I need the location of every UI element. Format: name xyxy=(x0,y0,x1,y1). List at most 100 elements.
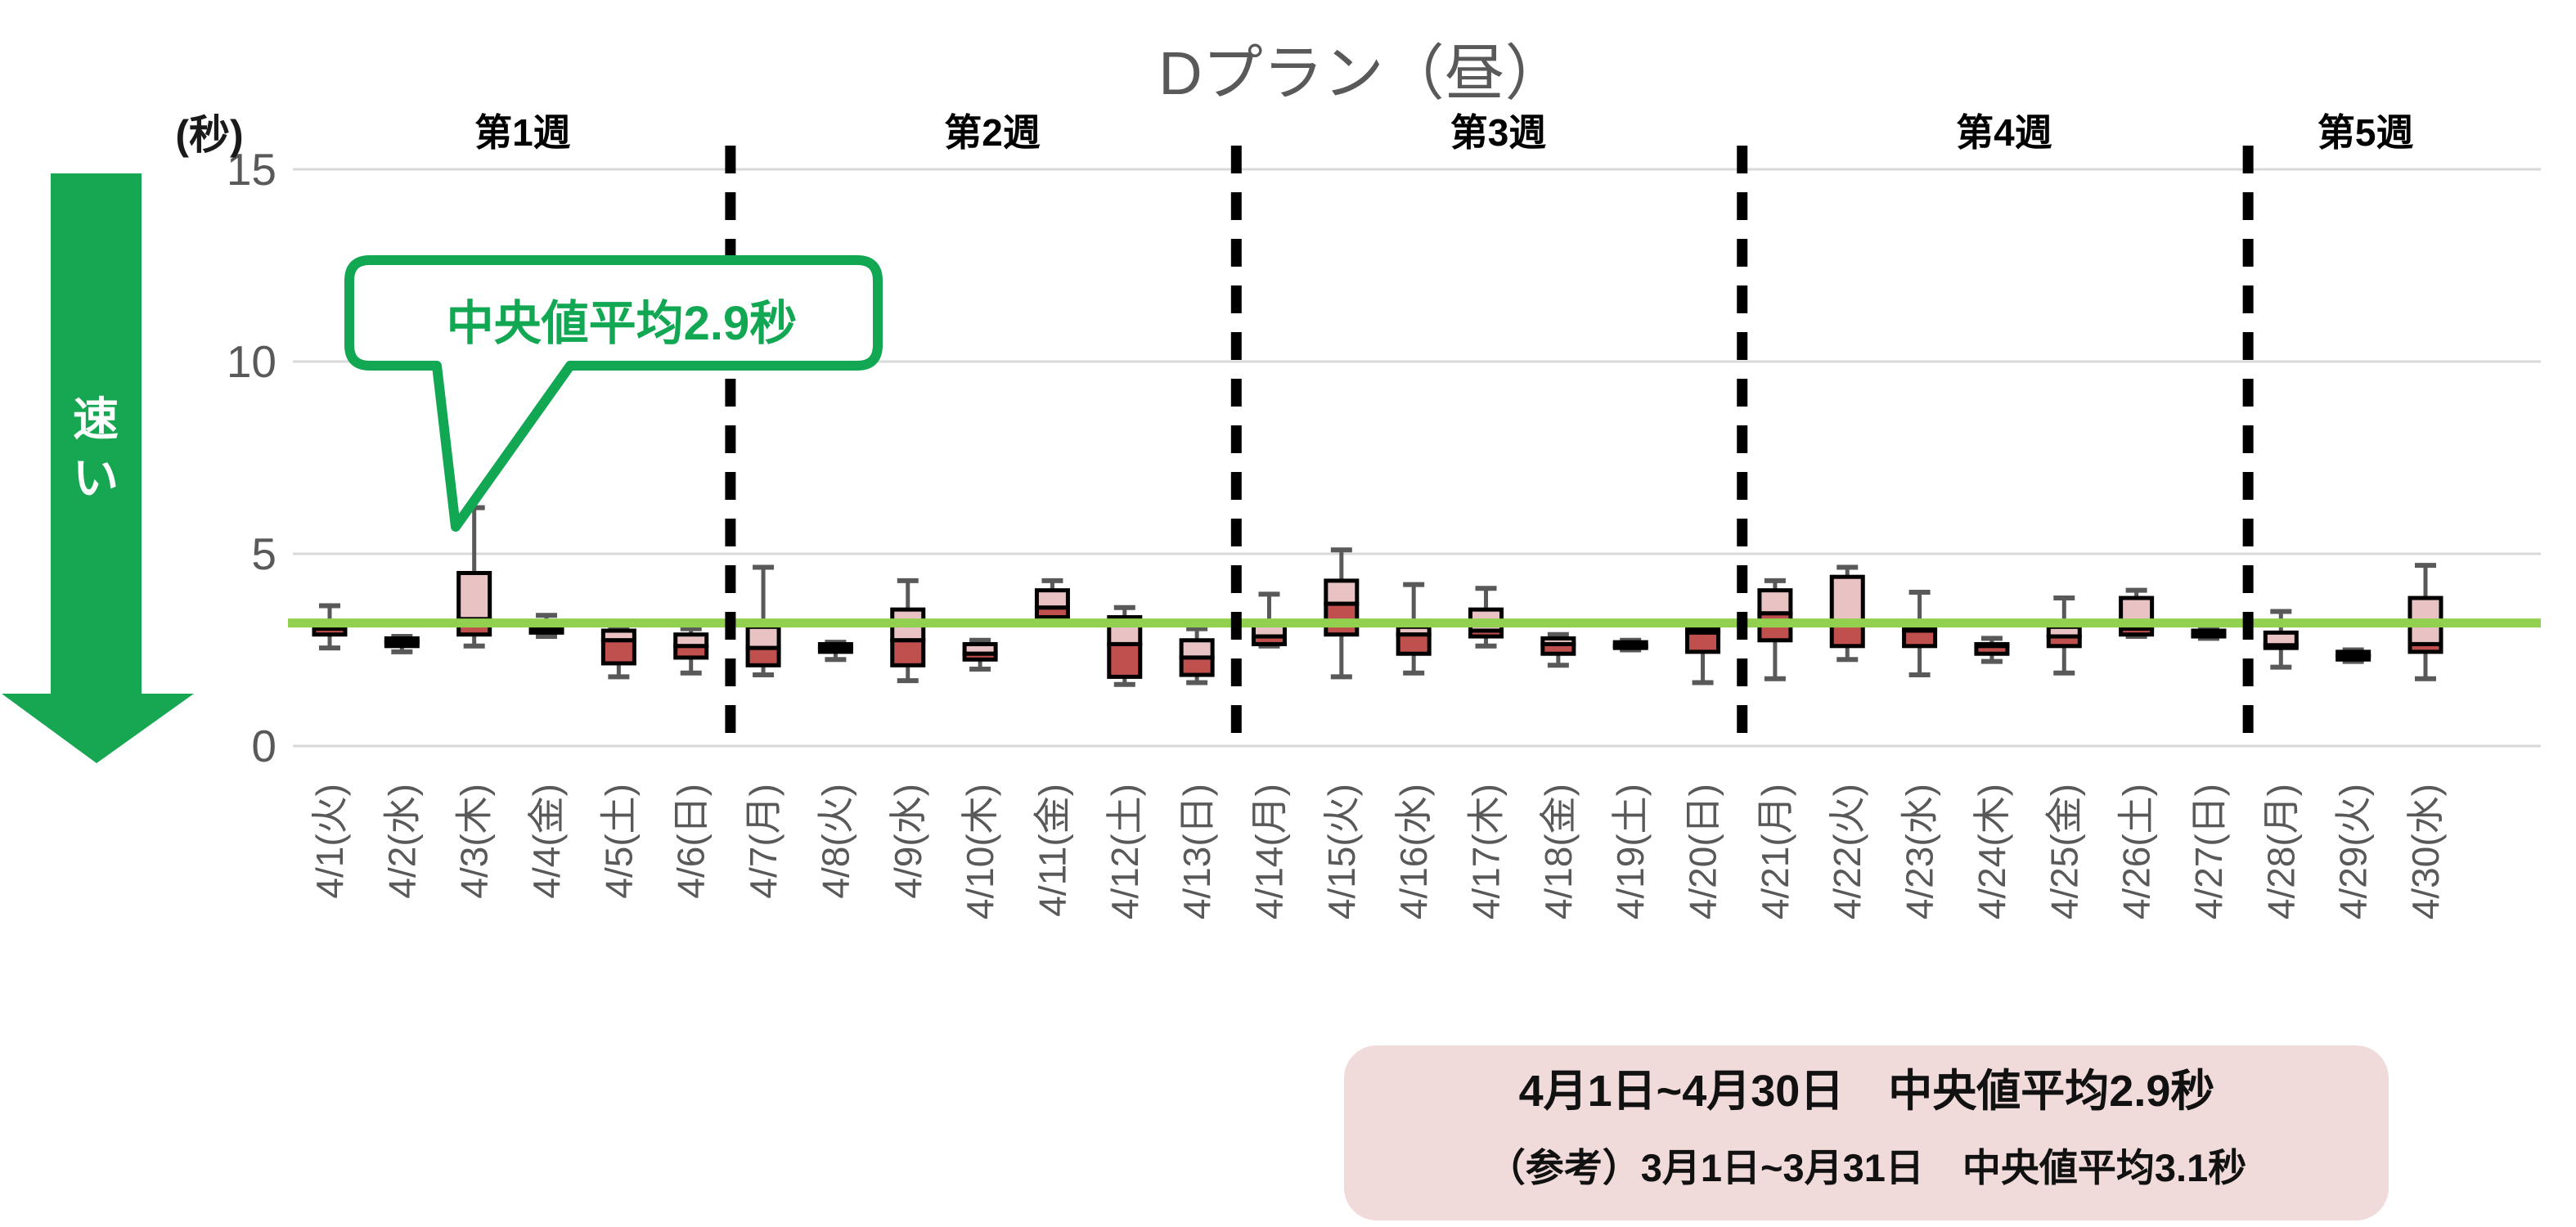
x-axis-label: 4/24(木) xyxy=(1971,784,2013,919)
box-lower-quartile xyxy=(1034,605,1070,620)
box-lower-quartile xyxy=(2335,654,2371,662)
x-axis-label: 4/6(日) xyxy=(670,784,713,899)
x-axis-label: 4/7(月) xyxy=(742,784,784,899)
y-axis-unit: (秒) xyxy=(175,112,243,158)
x-axis-label: 4/12(土) xyxy=(1104,784,1146,919)
box-lower-quartile xyxy=(2119,627,2155,637)
arrow-label-char: 速 xyxy=(73,393,119,445)
box-plot-day xyxy=(1107,605,1143,687)
y-tick-label: 10 xyxy=(227,336,276,387)
x-axis-label: 4/8(火) xyxy=(814,784,856,899)
note-line-1: 4月1日~4月30日 中央値平均2.9秒 xyxy=(1519,1067,2215,1116)
x-axis-labels: 4/1(火) 4/2(水) 4/3(木) 4/4(金) 4/5(土) 4/6(日) 4/7(… xyxy=(308,784,2447,919)
x-axis-label: 4/15(火) xyxy=(1320,784,1363,919)
box-plot-day xyxy=(745,564,781,678)
box-upper-quartile xyxy=(1324,578,1360,606)
box-plot-day xyxy=(1685,624,1721,685)
week-label: 第5週 xyxy=(2318,111,2414,154)
week-label: 第3週 xyxy=(1450,111,1547,154)
x-axis-label: 4/9(水) xyxy=(887,784,929,899)
box-plot-day xyxy=(2046,596,2082,676)
box-plot-day xyxy=(1324,547,1360,680)
box-upper-quartile xyxy=(1829,574,1865,626)
box-upper-quartile xyxy=(1757,588,1793,616)
y-tick-label: 5 xyxy=(251,528,276,579)
box-lower-quartile xyxy=(600,638,636,666)
x-axis-label: 4/22(火) xyxy=(1826,784,1868,919)
box-plot-day xyxy=(2263,609,2299,670)
box-plot-day xyxy=(1396,582,1432,676)
box-plot-day xyxy=(1034,578,1070,626)
box-lower-quartile xyxy=(1612,644,1648,650)
chart-title: Dプラン（昼） xyxy=(1158,39,1565,107)
y-tick-label: 0 xyxy=(251,721,276,771)
x-axis-label: 4/26(土) xyxy=(2115,784,2158,919)
x-axis-label: 4/11(金) xyxy=(1031,784,1073,917)
box-plot-day xyxy=(890,578,926,684)
box-plot-day xyxy=(2335,647,2371,664)
x-axis-label: 4/5(土) xyxy=(597,784,640,899)
y-tick-label: 15 xyxy=(227,144,276,195)
x-axis-label: 4/30(水) xyxy=(2404,784,2447,919)
box-plot-day xyxy=(1757,578,1793,681)
x-axis-label: 4/13(日) xyxy=(1176,784,1218,919)
x-axis-label: 4/23(水) xyxy=(1899,784,1941,919)
faster-direction-arrow: 速い xyxy=(2,173,194,763)
box-plot-day xyxy=(2191,626,2227,641)
x-axis-label: 4/29(火) xyxy=(2332,784,2375,919)
box-lower-quartile xyxy=(384,640,420,649)
x-axis-label: 4/20(日) xyxy=(1682,784,1724,919)
x-axis-label: 4/27(日) xyxy=(2187,784,2230,919)
x-axis-label: 4/1(火) xyxy=(308,784,351,899)
median-average-callout: 中央値平均2.9秒 xyxy=(344,255,883,532)
box-lower-quartile xyxy=(2191,632,2227,639)
box-plot-day xyxy=(1829,564,1865,663)
x-axis-label: 4/14(月) xyxy=(1248,784,1290,919)
callout-text: 中央値平均2.9秒 xyxy=(447,297,798,350)
x-axis-label: 4/2(水) xyxy=(380,784,423,899)
x-axis-label: 4/10(木) xyxy=(959,784,1001,919)
box-upper-quartile xyxy=(456,571,492,622)
box-plot-day xyxy=(2119,587,2155,640)
x-axis-label: 4/3(木) xyxy=(453,784,496,899)
box-plot-day xyxy=(1468,586,1504,649)
x-axis-label: 4/16(水) xyxy=(1392,784,1435,919)
box-lower-quartile xyxy=(1251,634,1287,646)
box-lower-quartile xyxy=(1396,632,1432,656)
x-axis-label: 4/19(土) xyxy=(1609,784,1652,919)
box-plot-day xyxy=(1902,590,1938,678)
week-dividers xyxy=(725,146,2254,746)
box-upper-quartile xyxy=(1034,588,1070,610)
box-lower-quartile xyxy=(528,627,564,635)
box-lower-quartile xyxy=(1902,628,1938,649)
box-lower-quartile xyxy=(1107,641,1143,679)
x-axis-label: 4/21(月) xyxy=(1754,784,1796,919)
x-axis-label: 4/18(金) xyxy=(1537,784,1580,919)
box-plot-day xyxy=(1179,626,1215,685)
note-background xyxy=(1344,1045,2389,1220)
box-lower-quartile xyxy=(1685,630,1721,654)
box-lower-quartile xyxy=(2407,641,2443,654)
box-lower-quartile xyxy=(673,644,709,660)
arrow-head xyxy=(2,694,194,763)
x-axis-label: 4/17(木) xyxy=(1465,784,1508,919)
box-plot-day xyxy=(1612,637,1648,653)
x-axis-label: 4/28(月) xyxy=(2259,784,2302,919)
box-lower-quartile xyxy=(817,645,853,654)
box-plots xyxy=(312,505,2443,687)
arrow-body xyxy=(51,173,142,694)
box-lower-quartile xyxy=(1468,628,1504,639)
box-lower-quartile xyxy=(962,651,998,662)
box-lower-quartile xyxy=(890,638,926,667)
box-lower-quartile xyxy=(2263,643,2299,650)
box-plot-day xyxy=(1540,631,1576,668)
note-line-2: （参考）3月1日~3月31日 中央値平均3.1秒 xyxy=(1487,1146,2246,1189)
arrow-label-char: い xyxy=(73,452,119,504)
box-lower-quartile xyxy=(745,645,781,667)
box-upper-quartile xyxy=(1179,638,1215,660)
box-lower-quartile xyxy=(1974,644,2010,656)
box-lower-quartile xyxy=(312,627,348,637)
summary-note-box: 4月1日~4月30日 中央値平均2.9秒 （参考）3月1日~3月31日 中央値平… xyxy=(1344,1045,2389,1220)
